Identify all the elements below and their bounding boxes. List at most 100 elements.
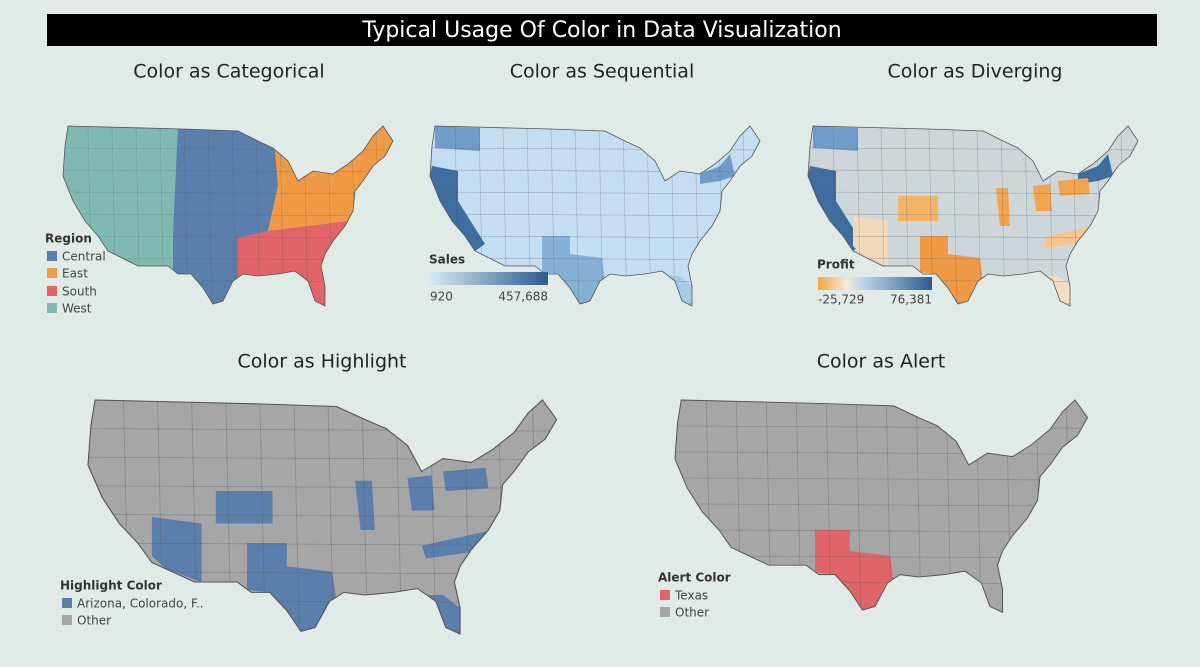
legend: Sales 920 457,688 (429, 253, 548, 304)
state-border (63, 301, 393, 305)
state (435, 126, 480, 151)
state-border (430, 169, 760, 173)
state-border (1035, 400, 1042, 613)
state (542, 236, 605, 304)
state (660, 276, 692, 306)
state (700, 154, 735, 184)
state-border (1096, 126, 1102, 306)
legend: Highlight Color Arizona, Colorado, F.. O… (60, 579, 204, 628)
legend-min: 920 (430, 290, 453, 304)
state (354, 480, 375, 530)
state-border (855, 400, 862, 613)
state-border (351, 126, 357, 306)
state (173, 126, 278, 306)
state (407, 475, 435, 511)
state-border (88, 514, 557, 518)
state (1058, 178, 1090, 196)
state-border (952, 126, 958, 306)
state-border (430, 301, 760, 305)
state-border (718, 126, 724, 306)
legend-max: 457,688 (498, 290, 548, 304)
legend: Alert Color Texas Other (658, 571, 731, 620)
us-map (429, 125, 761, 307)
state (151, 517, 202, 582)
state-border (63, 191, 393, 195)
legend-title: Alert Color (658, 571, 731, 585)
map-fill (430, 126, 760, 306)
state (1033, 184, 1052, 211)
legend-item: South (62, 285, 97, 299)
state-border (430, 191, 760, 195)
state-border (808, 191, 1138, 195)
us-map (674, 399, 1089, 614)
panel-title: Color as Diverging (888, 61, 1063, 83)
color-ramp (818, 277, 932, 290)
swatch (47, 286, 57, 296)
title-bar (47, 14, 1157, 46)
panel-title: Color as Highlight (237, 351, 406, 373)
swatch (47, 251, 57, 261)
state-border (63, 169, 393, 173)
state (813, 126, 858, 151)
state (215, 491, 273, 524)
legend-item: Other (77, 614, 111, 628)
state (996, 188, 1010, 226)
dashboard-title: Typical Usage Of Color in Data Visualiza… (361, 18, 841, 43)
swatch (660, 590, 670, 600)
country-outline (674, 399, 1089, 614)
us-map (807, 125, 1139, 307)
swatch (660, 607, 670, 617)
state-border (63, 213, 393, 217)
state-border (88, 485, 557, 489)
state (443, 467, 489, 491)
maps (62, 125, 1139, 635)
state-border (808, 213, 1138, 217)
legend-min: -25,729 (818, 293, 864, 307)
map-fill (808, 126, 1138, 306)
state-border (675, 503, 1088, 507)
state (815, 529, 894, 611)
legend-item: Other (675, 606, 709, 620)
legend-title: Highlight Color (60, 579, 162, 593)
swatch (62, 615, 72, 625)
legend-item: Arizona, Colorado, F.. (77, 597, 204, 611)
state (414, 594, 461, 634)
legend: Region Central East South West (45, 232, 106, 316)
legend-item: Texas (674, 589, 708, 603)
state-border (675, 451, 1088, 455)
state-border (430, 213, 760, 217)
swatch (47, 268, 57, 278)
state (238, 221, 363, 306)
legend-item: East (62, 267, 88, 281)
country-outline (87, 399, 558, 635)
state (1078, 154, 1113, 184)
legend-title: Sales (429, 253, 465, 267)
map-fill (63, 126, 393, 306)
panel-title: Color as Sequential (510, 61, 694, 83)
state-border (808, 169, 1138, 173)
country-outline (807, 125, 1139, 307)
state (1038, 276, 1070, 306)
legend-item: Central (62, 250, 106, 264)
state-border (88, 456, 557, 461)
country-outline (429, 125, 761, 307)
state (247, 543, 337, 632)
region (675, 400, 1088, 613)
legend: Profit -25,729 76,381 (817, 258, 932, 307)
us-map (62, 125, 394, 307)
state (920, 236, 983, 304)
state-border (675, 477, 1088, 481)
swatch (47, 303, 57, 313)
state (808, 166, 863, 251)
state-border (574, 126, 580, 306)
country-outline (62, 125, 394, 307)
state (430, 166, 485, 251)
map-fill (88, 400, 557, 634)
state-border (293, 400, 301, 634)
panel-title: Color as Alert (817, 351, 945, 373)
swatch (62, 598, 72, 608)
state (853, 216, 888, 266)
legend-title: Region (45, 232, 92, 246)
state-border (675, 607, 1088, 611)
